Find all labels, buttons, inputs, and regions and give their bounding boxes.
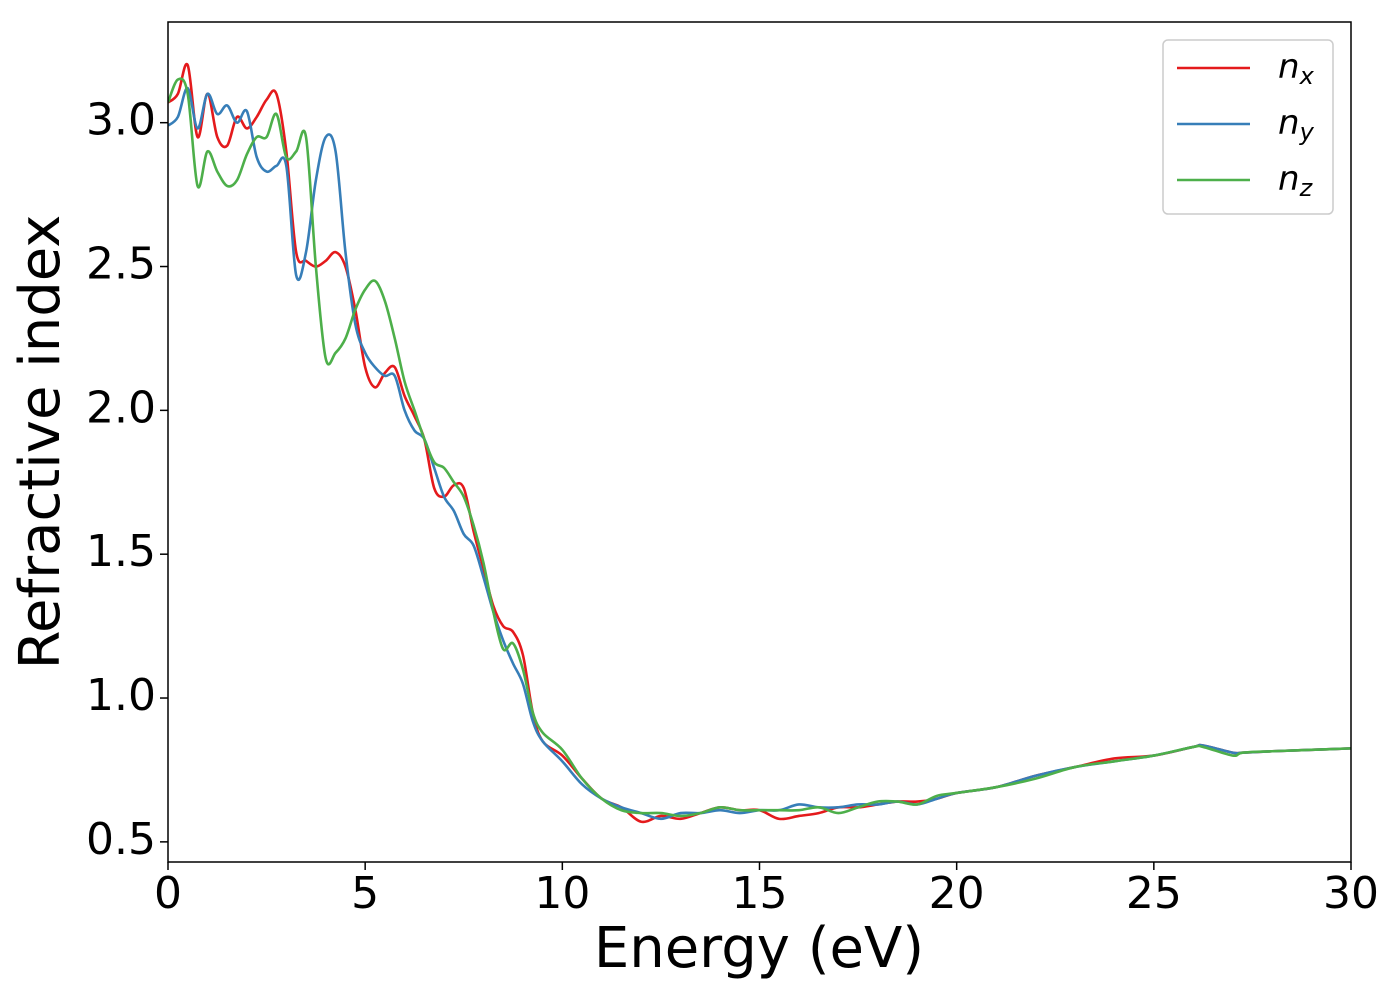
legend-label: nx — [1278, 47, 1315, 91]
series-line — [168, 77, 1351, 818]
y-tick-label: 2.5 — [86, 239, 156, 290]
legend-label: nz — [1278, 159, 1314, 203]
y-axis-label: Refractive index — [8, 215, 73, 670]
x-tick-label: 0 — [154, 868, 182, 919]
y-tick-label: 2.0 — [86, 382, 156, 433]
x-tick-label: 5 — [351, 868, 379, 919]
x-tick-label: 15 — [732, 868, 788, 919]
plot-area — [168, 22, 1351, 862]
x-tick-label: 20 — [929, 868, 985, 919]
x-tick-label: 25 — [1126, 868, 1182, 919]
y-tick-label: 1.0 — [86, 670, 156, 721]
x-tick-label: 10 — [534, 868, 590, 919]
y-tick-label: 1.5 — [86, 526, 156, 577]
legend-box — [1162, 39, 1334, 215]
x-tick-label: 30 — [1323, 868, 1379, 919]
x-axis-label: Energy (eV) — [594, 916, 924, 981]
plot-frame — [167, 21, 1352, 863]
y-tick-label: 3.0 — [86, 95, 156, 146]
legend-label: ny — [1278, 103, 1315, 147]
y-tick-label: 0.5 — [86, 814, 156, 865]
